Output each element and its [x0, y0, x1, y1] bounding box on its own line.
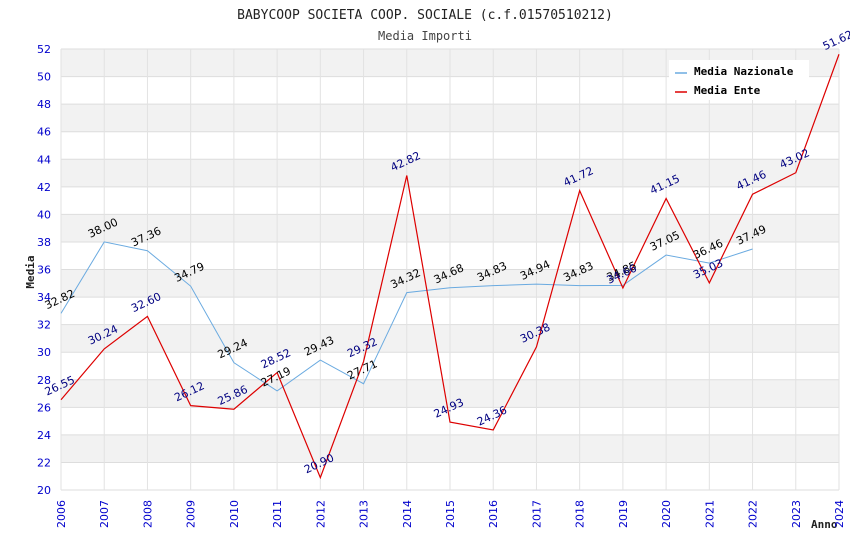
y-tick-label: 38	[37, 236, 51, 249]
y-tick-label: 50	[37, 71, 51, 84]
y-tick-label: 26	[37, 401, 51, 414]
x-tick-label: 2012	[314, 500, 327, 528]
grid-lines	[60, 48, 840, 491]
series-line-media-ente	[60, 54, 840, 480]
x-tick-label: 2010	[228, 500, 241, 528]
y-tick-label: 42	[37, 181, 51, 194]
y-tick-label: 40	[37, 208, 51, 221]
y-axis-title: Media	[24, 255, 37, 288]
y-tick-label: 34	[37, 291, 51, 304]
y-tick-label: 48	[37, 98, 51, 111]
x-tick-label: 2015	[444, 500, 457, 528]
x-tick-label: 2018	[574, 500, 587, 528]
x-tick-label: 2014	[401, 500, 414, 528]
x-tick-label: 2021	[703, 500, 716, 528]
y-axis-ticks: 20 22 24 26 28 30 32 34 36 38 40 42 44 46 48 50 52	[37, 43, 51, 497]
chart-subtitle: Media Importi	[378, 29, 472, 43]
x-tick-label: 2006	[55, 500, 68, 528]
x-tick-label: 2009	[185, 500, 198, 528]
legend: Media Nazionale Media Ente	[669, 60, 809, 100]
y-tick-label: 52	[37, 43, 51, 56]
legend-label-media-nazionale: Media Nazionale	[694, 65, 794, 78]
x-tick-label: 2020	[660, 500, 673, 528]
x-tick-label: 2024	[833, 500, 846, 528]
x-tick-label: 2011	[271, 500, 284, 528]
x-tick-label: 2019	[617, 500, 630, 528]
y-tick-label: 46	[37, 126, 51, 139]
x-tick-label: 2022	[747, 500, 760, 528]
x-tick-label: 2007	[98, 500, 111, 528]
x-tick-label: 2008	[141, 500, 154, 528]
x-tick-label: 2016	[487, 500, 500, 528]
x-tick-label: 2013	[358, 500, 371, 528]
legend-box	[669, 60, 809, 100]
x-axis-title: Anno	[811, 518, 838, 531]
y-tick-label: 28	[37, 374, 51, 387]
x-tick-label: 2017	[530, 500, 543, 528]
y-tick-label: 20	[37, 484, 51, 497]
y-tick-label: 32	[37, 319, 51, 332]
series-lines	[60, 54, 840, 480]
x-tick-label: 2023	[790, 500, 803, 528]
y-tick-label: 36	[37, 264, 51, 277]
y-tick-label: 22	[37, 456, 51, 469]
y-tick-label: 44	[37, 153, 51, 166]
y-tick-label: 30	[37, 346, 51, 359]
legend-label-media-ente: Media Ente	[694, 84, 761, 97]
series-line-media-nazionale	[60, 241, 753, 392]
chart-title: BABYCOOP SOCIETA COOP. SOCIALE (c.f.0157…	[237, 8, 613, 23]
x-axis-ticks: 2006 2007 2008 2009 2010 2011 2012 2013 2014 2015…	[55, 500, 846, 528]
y-tick-label: 24	[37, 429, 51, 442]
